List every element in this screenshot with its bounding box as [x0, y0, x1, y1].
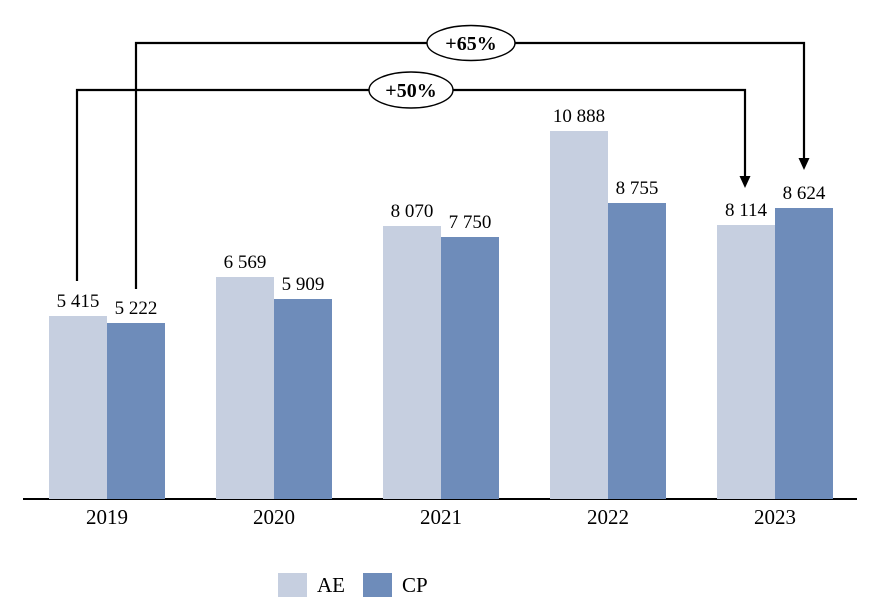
axis-label-2023: 2023 — [754, 505, 796, 529]
axis-label-2022: 2022 — [587, 505, 629, 529]
axis-label-2020: 2020 — [253, 505, 295, 529]
legend-item-ae: AE — [278, 573, 345, 597]
bar-ae-2022 — [550, 131, 608, 499]
bar-ae-2023 — [717, 225, 775, 499]
legend-label-cp: CP — [402, 573, 428, 597]
bar-ae-2021 — [383, 226, 441, 499]
bar-ae-2019 — [49, 316, 107, 499]
value-label-cp-2022: 8 755 — [615, 178, 659, 199]
value-label-cp-2021: 7 750 — [448, 212, 492, 233]
legend-swatch-ae — [278, 573, 307, 597]
value-label-ae-2020: 6 569 — [223, 252, 267, 273]
axis-label-2019: 2019 — [86, 505, 128, 529]
bar-cp-2023 — [775, 208, 833, 499]
legend-label-ae: AE — [317, 573, 345, 597]
bar-cp-2020 — [274, 299, 332, 499]
legend: AE CP — [278, 573, 446, 597]
value-label-ae-2023: 8 114 — [724, 200, 768, 221]
value-label-ae-2022: 10 888 — [552, 106, 606, 127]
bar-ae-2020 — [216, 277, 274, 499]
bar-cp-2022 — [608, 203, 666, 499]
value-label-ae-2021: 8 070 — [390, 201, 434, 222]
axis-label-2021: 2021 — [420, 505, 462, 529]
value-label-cp-2020: 5 909 — [281, 274, 325, 295]
value-label-cp-2019: 5 222 — [114, 298, 158, 319]
value-label-ae-2019: 5 415 — [56, 291, 100, 312]
legend-swatch-cp — [363, 573, 392, 597]
legend-item-cp: CP — [363, 573, 428, 597]
bar-cp-2021 — [441, 237, 499, 499]
bar-cp-2019 — [107, 323, 165, 499]
value-label-cp-2023: 8 624 — [782, 183, 826, 204]
